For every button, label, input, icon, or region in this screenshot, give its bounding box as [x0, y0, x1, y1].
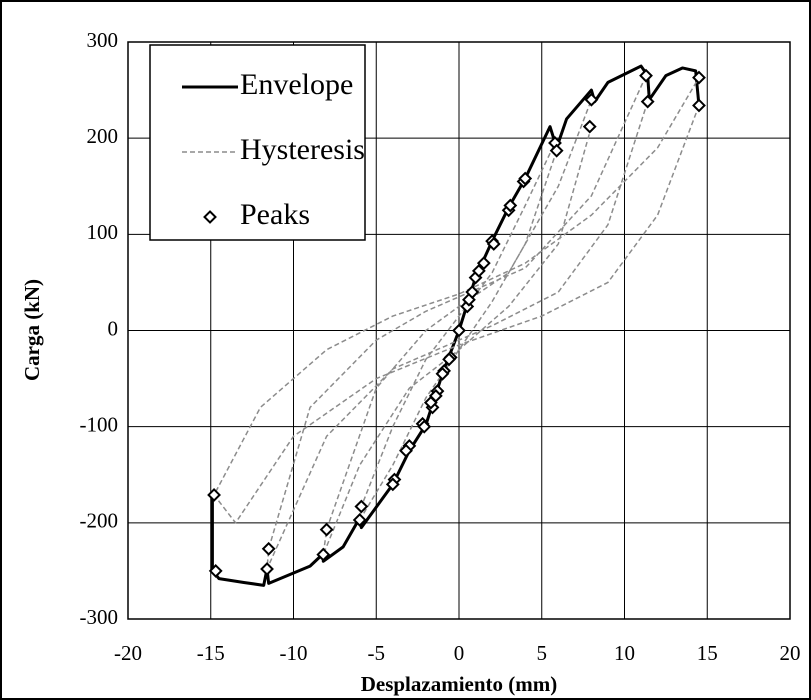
peak-marker — [640, 94, 655, 109]
peak-marker — [316, 547, 331, 562]
y-tick-label: 200 — [87, 124, 119, 148]
legend-swatch — [203, 210, 217, 224]
peak-marker — [354, 499, 369, 514]
peak-marker — [465, 285, 480, 299]
peak-marker — [207, 488, 221, 502]
peak-marker — [261, 541, 276, 556]
peak-marker — [435, 366, 450, 381]
x-tick-label: -5 — [368, 641, 386, 665]
x-tick-label: -15 — [197, 641, 225, 665]
peak-marker — [486, 237, 501, 251]
y-tick-label: -200 — [80, 509, 119, 533]
peak-marker — [208, 564, 223, 578]
peak-marker — [319, 522, 334, 537]
peak-marker — [417, 419, 432, 434]
x-tick-label: -20 — [114, 641, 142, 665]
x-tick-label: 15 — [697, 641, 718, 665]
y-tick-label: 100 — [87, 220, 119, 244]
peak-marker — [549, 143, 564, 158]
peak-marker — [352, 513, 367, 527]
legend-label: Peaks — [240, 198, 310, 231]
peak-marker — [639, 68, 653, 83]
legend-box — [149, 44, 366, 241]
y-tick-label: -300 — [80, 605, 119, 629]
x-tick-label: 10 — [614, 641, 635, 665]
y-axis-title: Carga (kN) — [20, 279, 44, 381]
peak-marker — [692, 70, 706, 85]
x-tick-label: 20 — [780, 641, 801, 665]
legend-label: Hysteresis — [240, 133, 365, 166]
legend-label: Envelope — [240, 68, 353, 101]
x-tick-label: 0 — [454, 641, 465, 665]
peak-marker — [260, 562, 274, 576]
x-axis-title: Desplazamiento (mm) — [361, 672, 558, 696]
y-tick-label: 300 — [87, 28, 119, 52]
peak-marker — [442, 352, 456, 367]
x-tick-label: -10 — [280, 641, 308, 665]
peak-marker — [452, 323, 466, 338]
x-tick-label: 5 — [537, 641, 548, 665]
plot-area — [127, 41, 791, 620]
peak-marker — [471, 263, 486, 278]
y-tick-label: 0 — [108, 316, 119, 340]
peak-marker — [582, 119, 597, 134]
peak-marker — [399, 443, 413, 458]
y-tick-label: -100 — [80, 412, 119, 436]
peak-marker — [518, 171, 533, 186]
peak-marker — [692, 98, 706, 113]
peak-marker — [476, 256, 491, 271]
peak-marker — [584, 92, 599, 107]
peak-marker — [423, 395, 438, 410]
peak-marker — [503, 198, 518, 213]
peak-marker — [385, 477, 400, 492]
